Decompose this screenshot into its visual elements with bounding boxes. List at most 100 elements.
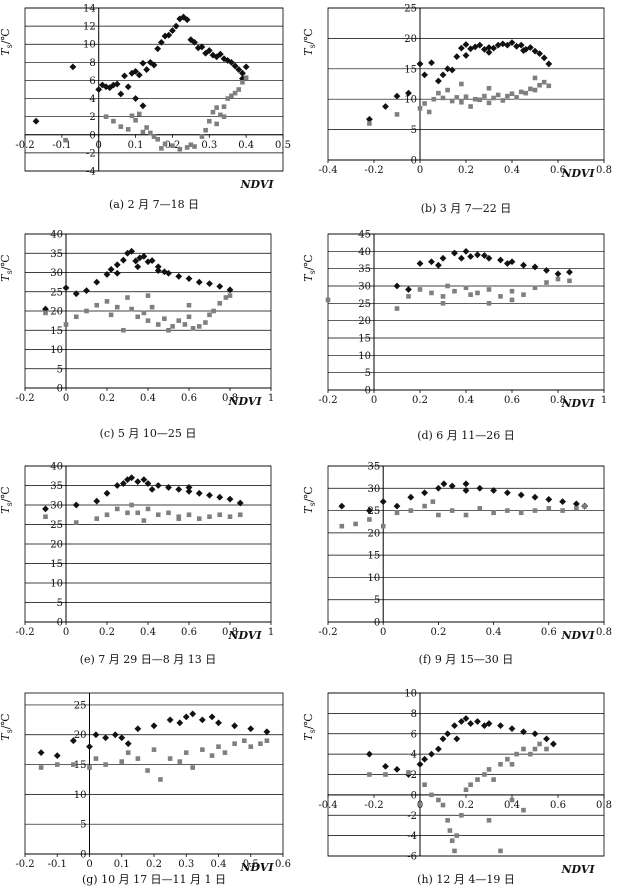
data-point-diamond	[435, 261, 442, 269]
data-point-diamond	[134, 263, 142, 271]
data-point-square	[221, 104, 227, 110]
data-point-square	[367, 772, 372, 777]
data-point-square	[463, 787, 469, 793]
y-tick-label: 20	[50, 307, 63, 318]
data-point-square	[94, 516, 100, 521]
data-point-square	[422, 101, 427, 106]
x-tick-label: 1	[268, 393, 274, 404]
y-tick-label: 20	[74, 730, 87, 741]
data-point-square	[217, 301, 223, 306]
chart-caption: (b) 3 月 7—22 日	[421, 202, 512, 215]
data-point-diamond	[545, 60, 553, 68]
data-point-diamond	[86, 743, 93, 751]
data-point-diamond	[543, 735, 550, 743]
data-point-square	[177, 146, 183, 152]
data-point-square	[394, 510, 400, 516]
chart-panel: 0 5 10 15 20 25 30 35 -0.2 0 0.2 0.4 0.6 0.8 Ts/℃ NDVI (…	[302, 462, 612, 667]
x-tick-label: 0.4	[504, 165, 520, 176]
data-point-diamond	[206, 280, 213, 288]
y-tick-label: 4	[89, 94, 95, 105]
y-tick-label: 15	[404, 64, 417, 75]
data-point-square	[145, 768, 150, 773]
data-point-square	[491, 510, 496, 516]
data-point-square	[509, 297, 515, 303]
data-point-square	[162, 141, 168, 147]
data-point-diamond	[120, 256, 127, 264]
data-point-diamond	[95, 86, 103, 93]
data-point-diamond	[117, 90, 125, 98]
data-point-square	[537, 82, 542, 88]
data-point-square	[264, 738, 270, 744]
data-point-square	[196, 324, 202, 329]
x-tick-label: -0.2	[318, 627, 337, 638]
x-tick-label: -0.4	[318, 165, 337, 176]
data-point-square	[505, 508, 510, 513]
y-tick-label: 40	[358, 247, 371, 258]
data-point-square	[367, 121, 372, 126]
data-point-square	[491, 95, 496, 101]
x-tick-label: -0.2	[15, 140, 34, 151]
y-tick-label: 15	[50, 326, 63, 337]
data-point-square	[406, 770, 411, 775]
data-point-diamond	[474, 251, 481, 259]
y-tick-label: 25	[50, 287, 63, 298]
chart-panel: -4-202468101214-0.2-0.100.10.20.30.40.5T…	[0, 4, 291, 212]
x-tick-label: -0.2	[15, 859, 34, 870]
data-point-diamond	[107, 266, 115, 273]
data-point-diamond	[216, 282, 224, 290]
data-point-diamond	[113, 261, 121, 269]
y-tick-label: 15	[358, 334, 371, 345]
data-point-diamond	[338, 502, 346, 510]
y-tick-label: 10	[50, 345, 63, 356]
y-axis-title: Ts/℃	[0, 713, 14, 740]
data-point-diamond	[458, 44, 465, 52]
y-tick-label: 35	[50, 249, 63, 260]
data-point-diamond	[393, 502, 401, 510]
data-point-square	[135, 756, 141, 761]
y-tick-label: 5	[411, 125, 417, 136]
data-point-diamond	[462, 52, 470, 59]
data-point-square	[125, 750, 131, 755]
data-point-square	[532, 746, 538, 752]
y-tick-label: 35	[367, 462, 380, 473]
data-point-square	[574, 506, 579, 511]
x-tick-label: 0.6	[541, 627, 557, 638]
data-point-square	[155, 512, 161, 518]
data-point-diamond	[428, 750, 435, 758]
data-point-square	[188, 142, 194, 148]
data-point-diamond	[154, 45, 162, 53]
x-tick-label: 0.8	[596, 800, 612, 811]
x-tick-label: -0.2	[15, 627, 34, 638]
data-point-diamond	[113, 269, 121, 277]
data-point-diamond	[185, 275, 193, 283]
y-tick-label: 15	[74, 760, 87, 771]
x-tick-label: 0.2	[99, 393, 115, 404]
y-tick-label: 0	[57, 384, 63, 395]
data-point-diamond	[69, 63, 77, 71]
data-point-square	[222, 750, 228, 755]
data-point-diamond	[120, 480, 127, 487]
data-point-diamond	[124, 83, 132, 91]
data-point-diamond	[435, 77, 442, 85]
chart-caption: (d) 6 月 11—26 日	[417, 429, 515, 442]
data-point-square	[546, 83, 552, 89]
data-point-square	[43, 514, 48, 519]
y-tick-label: 15	[367, 551, 380, 562]
data-point-diamond	[467, 253, 474, 260]
data-point-square	[218, 112, 223, 118]
x-tick-label: 0.8	[550, 395, 566, 406]
data-point-square	[440, 294, 446, 299]
data-point-diamond	[72, 501, 80, 509]
data-point-square	[192, 144, 197, 149]
x-tick-label: -0.4	[318, 800, 337, 811]
y-tick-label: 5	[365, 368, 371, 379]
data-point-square	[182, 322, 188, 327]
data-point-square	[486, 301, 492, 306]
data-point-square	[406, 294, 411, 299]
x-tick-label: 0.8	[222, 393, 238, 404]
data-point-diamond	[157, 39, 165, 46]
data-point-square	[518, 510, 524, 516]
x-tick-label: 0	[380, 627, 386, 638]
data-point-square	[482, 93, 487, 99]
